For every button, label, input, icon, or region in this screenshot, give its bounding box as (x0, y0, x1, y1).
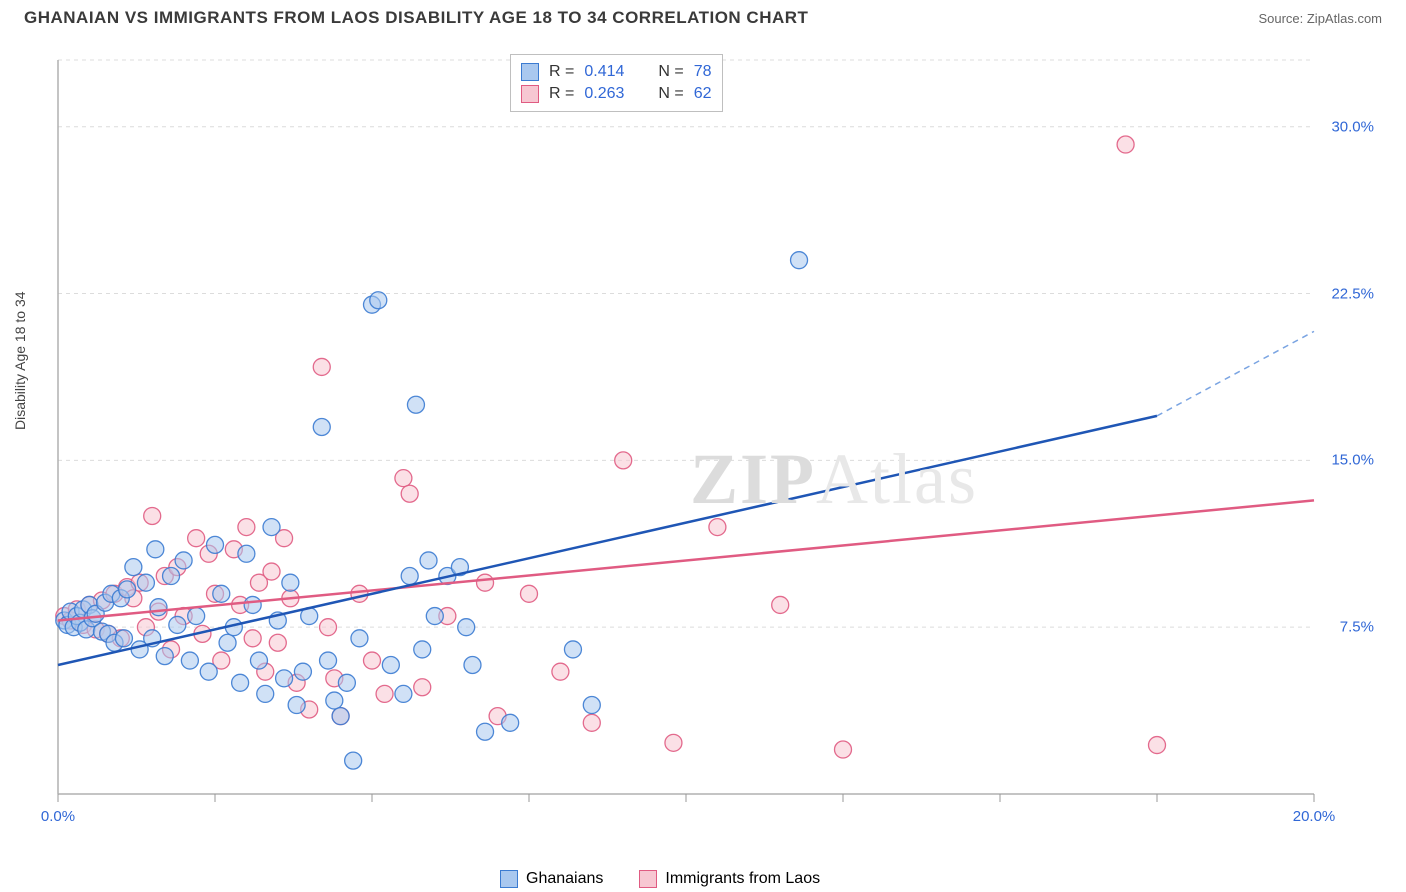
chart-plot-area: ZIPAtlas R =0.414N =78R =0.263N =62 15.0… (50, 48, 1380, 838)
n-label: N = (658, 63, 683, 81)
x-tick-label: 20.0% (1293, 808, 1336, 825)
n-value: 62 (694, 85, 712, 103)
legend-item: Ghanaians (500, 870, 603, 888)
scatter-plot-svg (50, 48, 1380, 838)
legend-swatch (639, 870, 657, 888)
r-value: 0.414 (584, 63, 624, 81)
r-label: R = (549, 63, 574, 81)
series-legend: Ghanaians Immigrants from Laos (500, 870, 820, 888)
y-tick-label: 7.5% (1340, 619, 1374, 636)
n-label: N = (658, 85, 683, 103)
source-attribution: Source: ZipAtlas.com (1258, 11, 1382, 26)
y-tick-label: 15.0% (1331, 452, 1374, 469)
chart-title: GHANAIAN VS IMMIGRANTS FROM LAOS DISABIL… (24, 8, 808, 28)
legend-label: Immigrants from Laos (665, 870, 820, 888)
y-tick-label: 22.5% (1331, 285, 1374, 302)
x-tick-label: 0.0% (41, 808, 75, 825)
r-label: R = (549, 85, 574, 103)
y-tick-label: 30.0% (1331, 118, 1374, 135)
legend-swatch (521, 63, 539, 81)
stats-legend-row: R = 0.414 N = 78 (521, 61, 712, 83)
stats-legend-row: R = 0.263 N = 62 (521, 83, 712, 105)
stats-legend-box: R = 0.414 N = 78 R = 0.263 N = 62 (510, 54, 723, 112)
legend-item: Immigrants from Laos (639, 870, 820, 888)
legend-label: Ghanaians (526, 870, 603, 888)
legend-swatch (500, 870, 518, 888)
r-value: 0.263 (584, 85, 624, 103)
n-value: 78 (694, 63, 712, 81)
y-axis-label: Disability Age 18 to 34 (12, 291, 28, 430)
legend-swatch (521, 85, 539, 103)
